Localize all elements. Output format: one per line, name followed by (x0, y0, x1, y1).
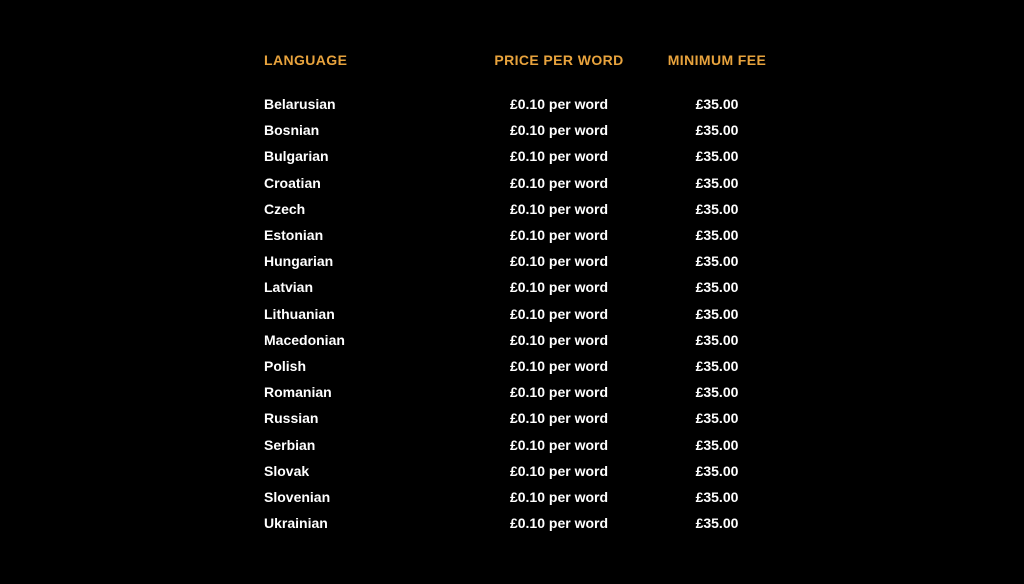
price-cell: £0.10 per word (509, 488, 609, 505)
pricing-table: LANGUAGE PRICE PER WORD MINIMUM FEE Bela… (264, 52, 775, 536)
fee-cell: £35.00 (695, 200, 739, 217)
fee-cell: £35.00 (695, 410, 739, 427)
fee-cell: £35.00 (695, 174, 739, 191)
price-cell: £0.10 per word (509, 436, 609, 453)
language-cell: Slovenian (264, 488, 331, 505)
fee-cell: £35.00 (695, 515, 739, 532)
header-price-per-word: PRICE PER WORD (494, 52, 624, 68)
language-cell: Croatian (264, 174, 321, 191)
language-cell: Russian (264, 410, 319, 427)
price-cell: £0.10 per word (509, 227, 609, 244)
fee-cell: £35.00 (695, 305, 739, 322)
price-cell: £0.10 per word (509, 515, 609, 532)
language-cell: Hungarian (264, 253, 334, 270)
language-cell: Bosnian (264, 122, 320, 139)
fee-cell: £35.00 (695, 462, 739, 479)
language-cell: Belarusian (264, 96, 336, 113)
price-cell: £0.10 per word (509, 462, 609, 479)
fee-cell: £35.00 (695, 122, 739, 139)
language-cell: Macedonian (264, 331, 345, 348)
language-cell: Lithuanian (264, 305, 335, 322)
fee-cell: £35.00 (695, 227, 739, 244)
language-cell: Polish (264, 357, 307, 374)
header-minimum-fee: MINIMUM FEE (667, 52, 767, 68)
price-cell: £0.10 per word (509, 357, 609, 374)
price-cell: £0.10 per word (509, 279, 609, 296)
language-cell: Bulgarian (264, 148, 329, 165)
language-cell: Slovak (264, 462, 310, 479)
fee-cell: £35.00 (695, 331, 739, 348)
language-cell: Estonian (264, 227, 324, 244)
price-cell: £0.10 per word (509, 253, 609, 270)
language-cell: Serbian (264, 436, 316, 453)
price-cell: £0.10 per word (509, 410, 609, 427)
price-cell: £0.10 per word (509, 96, 609, 113)
price-cell: £0.10 per word (509, 122, 609, 139)
price-cell: £0.10 per word (509, 331, 609, 348)
fee-cell: £35.00 (695, 384, 739, 401)
price-cell: £0.10 per word (509, 148, 609, 165)
fee-cell: £35.00 (695, 436, 739, 453)
fee-cell: £35.00 (695, 488, 739, 505)
price-cell: £0.10 per word (509, 200, 609, 217)
fee-cell: £35.00 (695, 279, 739, 296)
fee-cell: £35.00 (695, 148, 739, 165)
language-cell: Czech (264, 200, 306, 217)
language-cell: Latvian (264, 279, 314, 296)
fee-cell: £35.00 (695, 253, 739, 270)
fee-cell: £35.00 (695, 357, 739, 374)
language-cell: Ukrainian (264, 515, 328, 532)
language-cell: Romanian (264, 384, 332, 401)
price-cell: £0.10 per word (509, 305, 609, 322)
fee-cell: £35.00 (695, 96, 739, 113)
price-cell: £0.10 per word (509, 384, 609, 401)
header-language: LANGUAGE (264, 52, 348, 68)
price-cell: £0.10 per word (509, 174, 609, 191)
